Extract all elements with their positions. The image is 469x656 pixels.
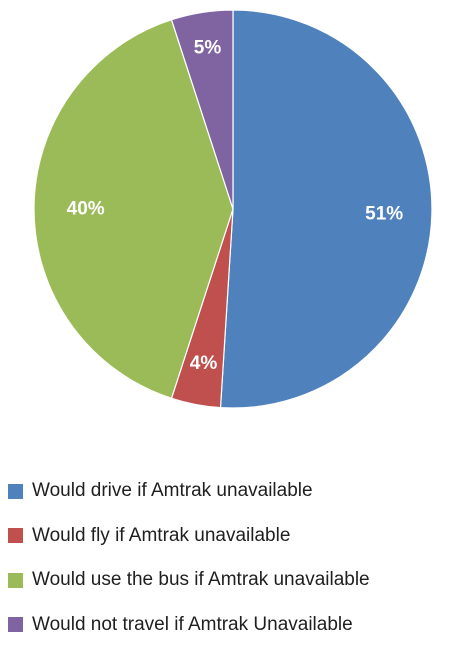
legend-label-bus: Would use the bus if Amtrak unavailable <box>32 569 370 590</box>
pie-slice-drive <box>219 9 433 409</box>
legend-item-bus: Would use the bus if Amtrak unavailable <box>8 567 370 593</box>
legend-item-not-travel: Would not travel if Amtrak Unavailable <box>8 612 370 638</box>
data-label-drive: 51% <box>365 203 403 224</box>
legend-item-fly: Would fly if Amtrak unavailable <box>8 523 370 549</box>
pie-chart: 51% 4% 40% 5% <box>33 9 433 409</box>
legend-item-drive: Would drive if Amtrak unavailable <box>8 478 370 504</box>
data-label-fly: 4% <box>190 353 218 374</box>
legend-swatch-not-travel <box>8 617 23 632</box>
pie-slice-bus <box>33 18 234 400</box>
data-label-bus: 40% <box>67 199 105 220</box>
legend-swatch-drive <box>8 483 23 499</box>
pie-data-labels: 51% 4% 40% 5% <box>67 37 404 374</box>
legend-swatch-fly <box>8 528 23 543</box>
legend-label-not-travel: Would not travel if Amtrak Unavailable <box>32 613 353 635</box>
chart-legend: Would drive if Amtrak unavailable Would … <box>8 478 370 656</box>
legend-swatch-bus <box>8 572 23 588</box>
data-label-not-travel: 5% <box>194 37 222 58</box>
pie-slice-not-travel <box>170 9 234 210</box>
legend-label-drive: Would drive if Amtrak unavailable <box>32 480 313 501</box>
pie-slices <box>33 9 433 409</box>
legend-label-fly: Would fly if Amtrak unavailable <box>32 524 291 546</box>
